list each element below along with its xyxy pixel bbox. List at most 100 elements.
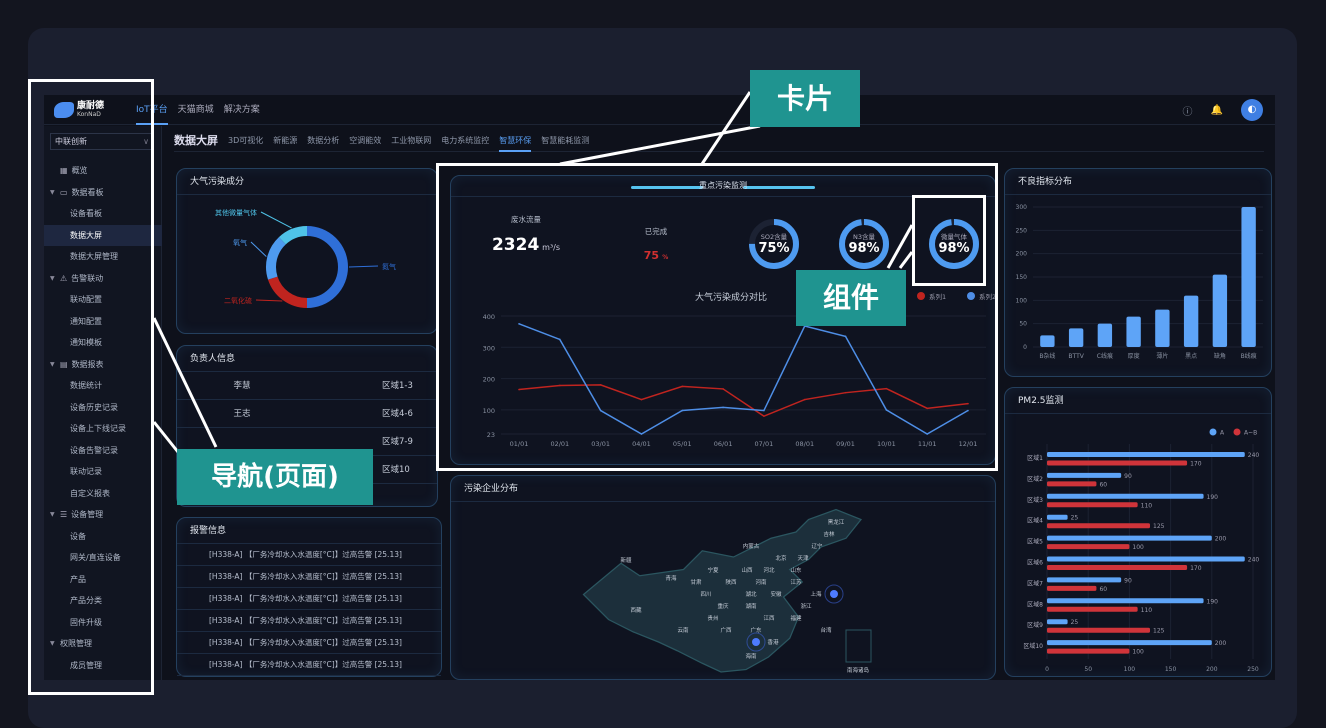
sidebar-item[interactable]: 产品分类 (44, 590, 162, 611)
component-annotation-box (912, 195, 986, 286)
top-nav-item[interactable]: 天猫商城 (177, 104, 214, 115)
bell-icon[interactable]: 🔔 (1210, 104, 1223, 116)
sidebar-item[interactable]: 设备上下线记录 (44, 418, 162, 439)
sidebar-item[interactable]: ▦ 概览 (44, 160, 162, 181)
y-tick-label: 250 (1016, 227, 1028, 234)
alarm-row[interactable]: [H338-A] 【厂务冷却水入水温度[°C]】过高告警 [25.13] (177, 610, 441, 632)
sidebar-item[interactable]: ▼ ☰ 设备管理 (44, 504, 162, 525)
sidebar-item-label: 数据大屏管理 (70, 252, 118, 261)
sidebar-item[interactable]: 联动记录 (44, 461, 162, 482)
horizontal-bar-chart: A A~B 0 50 100 150 200 250 区域1 240 170 区域2 90 60 区域3 19… (1023, 428, 1259, 673)
bar (1047, 544, 1130, 550)
avatar[interactable]: ◐ (1241, 99, 1263, 121)
sidebar-item-label: 概览 (71, 166, 88, 175)
sidebar-item[interactable]: 成员管理 (44, 655, 162, 676)
sub-nav-tab[interactable]: 3D可视化 (228, 135, 264, 145)
name-cell: 李慧 (233, 381, 251, 391)
legend-label: 系列2 (979, 292, 996, 301)
data-point (559, 384, 561, 387)
sub-nav-tab[interactable]: 电力系统监控 (441, 135, 490, 145)
province-label: 福建 (790, 614, 802, 622)
sidebar-item-label: 固件升级 (70, 617, 102, 627)
sidebar-item-label: 设备看板 (70, 209, 102, 218)
bar-value-label: 170 (1190, 565, 1202, 572)
sidebar-item[interactable]: 网关/直连设备 (44, 547, 162, 568)
sub-nav-tab[interactable]: 工业物联网 (391, 135, 432, 145)
data-point (926, 407, 928, 410)
sub-nav-tab[interactable]: 智慧环保 (499, 130, 532, 152)
sidebar-item[interactable]: 设备 (44, 526, 162, 547)
bar-value-label: 90 (1124, 473, 1132, 480)
province-label: 湖南 (745, 602, 757, 610)
gauge-ring (839, 219, 889, 269)
sidebar-item[interactable]: 联动配置 (44, 289, 162, 310)
sidebar-item-label: 数据大屏 (70, 230, 102, 240)
monitor-icon: ▭ (60, 187, 68, 197)
sub-nav-tab[interactable]: 数据分析 (307, 135, 340, 145)
sidebar-item[interactable]: 设备告警记录 (44, 440, 162, 461)
bar (1047, 648, 1130, 654)
sub-nav-tab[interactable]: 数据大屏 (174, 133, 218, 147)
region-cell: 区域4-6 (382, 409, 413, 419)
data-point (885, 387, 888, 390)
bar (1047, 514, 1068, 520)
y-tick-label: 区域6 (1027, 559, 1043, 567)
alarm-row[interactable]: [H338-A] 【厂务冷却水入水温度[°C]】过高告警 [25.13] (177, 544, 441, 566)
top-nav-item[interactable]: 解决方案 (223, 104, 260, 115)
alarm-row[interactable]: [H338-A] 【厂务冷却水入水温度[°C]】过高告警 [25.13] (177, 588, 441, 610)
card-title: 重点污染监测 (699, 181, 747, 190)
bar (1047, 556, 1245, 562)
sidebar-item[interactable]: 自定义报表 (44, 483, 162, 504)
legend-label: A~B (1244, 430, 1257, 437)
x-tick-label: 0 (1045, 666, 1049, 673)
bar (1047, 493, 1204, 499)
sidebar-item[interactable]: 数据大屏管理 (44, 246, 162, 267)
sidebar-item[interactable]: ▼ ▭ 数据看板 (44, 182, 162, 203)
x-tick-label: 08/01 (795, 440, 814, 448)
air-composition-panel: 大气污染成分 氮气 二氧化硫 氧气 其他微量气体 (176, 168, 438, 334)
province-label: 湖北 (745, 590, 757, 598)
series-line (518, 323, 969, 435)
bar-value-label: 190 (1207, 598, 1219, 605)
legend-label: 系列1 (929, 292, 946, 301)
sidebar-item[interactable]: ▼ 权限管理 (44, 633, 162, 654)
sidebar-item[interactable]: ▼ ⚠ 告警联动 (44, 268, 162, 289)
sidebar-item[interactable]: 通知配置 (44, 311, 162, 332)
province-label: 辽宁 (811, 542, 823, 550)
donut-slice (268, 276, 308, 308)
data-point (967, 402, 969, 405)
gauge-ring (749, 219, 799, 269)
province-label: 山西 (741, 566, 753, 574)
help-icon[interactable]: ⓘ (1182, 106, 1193, 118)
bar-value-label: 25 (1071, 515, 1079, 522)
bar-value-label: 200 (1215, 536, 1227, 543)
bar-value-label: 100 (1132, 544, 1144, 551)
sidebar-item[interactable]: 产品 (44, 569, 162, 590)
sidebar-item[interactable]: ▼ ▤ 数据报表 (44, 354, 162, 375)
sidebar-item[interactable]: 通知模板 (44, 332, 162, 353)
sub-nav-tab[interactable]: 空调能效 (349, 135, 382, 145)
sidebar-item[interactable]: 设备看板 (44, 203, 162, 224)
region-cell: 区域1-3 (382, 381, 413, 391)
sidebar-item[interactable]: 数据统计 (44, 375, 162, 396)
alarm-row[interactable]: [H338-A] 【厂务冷却水入水温度[°C]】过高告警 [25.13] (177, 632, 441, 654)
sub-nav-tab[interactable]: 新能源 (273, 135, 298, 145)
bar-value-label: 125 (1153, 628, 1165, 635)
logo: 康耐德 KonNaD (54, 101, 126, 118)
bar-value-label: 110 (1141, 607, 1153, 614)
province-label: 河南 (755, 578, 767, 586)
sidebar-item-label: 成员管理 (70, 660, 102, 670)
sidebar-item[interactable]: 数据大屏 (44, 224, 162, 246)
y-tick-label: 0 (1023, 344, 1027, 351)
province-label: 台湾 (820, 626, 832, 634)
x-tick-label: 厚度 (1128, 352, 1140, 360)
province-label: 西藏 (630, 606, 642, 614)
sidebar-item[interactable]: 设备历史记录 (44, 397, 162, 418)
alarm-row[interactable]: [H338-A] 【厂务冷却水入水温度[°C]】过高告警 [25.13] (177, 654, 441, 676)
alarm-row[interactable]: [H338-A] 【厂务冷却水入水温度[°C]】过高告警 [25.13] (177, 566, 441, 588)
x-tick-label: 缺角 (1214, 352, 1226, 360)
sidebar-item[interactable]: 固件升级 (44, 612, 162, 633)
province-label: 上海 (810, 590, 822, 598)
sub-nav-tab[interactable]: 智慧能耗监测 (541, 135, 590, 145)
south-sea-inset (845, 629, 872, 663)
